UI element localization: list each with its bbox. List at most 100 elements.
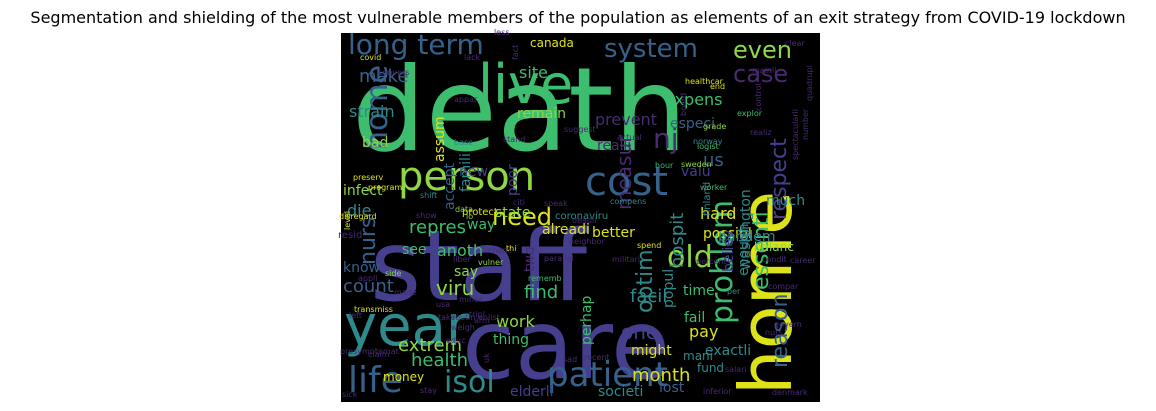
cloud-word: mani: [683, 349, 713, 363]
cloud-word: protect: [462, 207, 498, 218]
cloud-word: per: [727, 287, 741, 296]
cloud-word: covid: [360, 53, 381, 62]
cloud-word: end: [710, 82, 725, 91]
cloud-word: parallel: [544, 254, 574, 263]
cloud-word: realli: [597, 138, 631, 154]
cloud-word: number: [801, 108, 810, 140]
cloud-word: year: [344, 294, 470, 359]
cloud-word: convers: [378, 68, 409, 77]
cloud-word: sweden: [681, 160, 712, 169]
cloud-word: fund: [697, 361, 724, 375]
cloud-word: nurs: [765, 328, 783, 337]
cloud-word: societi: [598, 384, 643, 400]
cloud-word: presymptomat: [340, 347, 399, 356]
cloud-word: facil: [630, 286, 667, 307]
cloud-word: control: [754, 83, 763, 111]
cloud-word: salari: [725, 365, 747, 374]
cloud-word: even: [733, 36, 792, 64]
cloud-word: repres: [409, 217, 466, 238]
cloud-word: tripl: [469, 310, 485, 319]
cloud-word: worker: [700, 183, 728, 192]
cloud-word: arm: [474, 316, 490, 325]
cloud-word: vulner: [478, 258, 504, 267]
cloud-word: remain: [517, 106, 566, 122]
cloud-word: strain: [349, 102, 395, 121]
cloud-word: anoth: [437, 241, 483, 260]
cloud-word: transmiss: [354, 305, 393, 314]
cloud-word: norway: [693, 137, 723, 146]
cloud-word: state: [495, 205, 530, 221]
cloud-word: live: [478, 53, 573, 116]
cloud-word: clear: [785, 39, 805, 48]
cloud-word: valu: [681, 164, 711, 180]
cloud-word: work: [496, 312, 535, 331]
cloud-word: elderli: [510, 384, 554, 400]
cloud-word: inferior: [703, 387, 732, 396]
cloud-word: us: [703, 150, 724, 171]
cloud-word: show: [416, 211, 437, 220]
cloud-word: enlist: [478, 313, 500, 322]
cloud-word: person: [398, 154, 535, 200]
cloud-word: speak: [544, 199, 568, 208]
cloud-word: chanc: [488, 246, 512, 255]
cloud-word: time: [683, 283, 715, 299]
cloud-word: lost: [659, 380, 685, 396]
cloud-word: stand: [503, 135, 525, 144]
cloud-word: perhap: [579, 296, 595, 345]
cloud-word: made: [394, 288, 417, 297]
cloud-word: nj: [653, 122, 679, 155]
cloud-word: two: [522, 246, 538, 272]
cloud-word: appar: [454, 95, 478, 104]
cloud-word: less: [494, 28, 509, 37]
cloud-word: alreadi: [542, 222, 590, 238]
cloud-word: claim: [368, 350, 390, 359]
cloud-word: better: [592, 225, 635, 241]
cloud-word: enough: [736, 223, 752, 276]
cloud-word: spend: [637, 241, 661, 250]
cloud-word: recent: [584, 353, 610, 362]
cloud-word: case: [733, 60, 788, 88]
cloud-word: sad: [563, 355, 577, 364]
cloud-word: take: [438, 313, 455, 322]
cloud-word: measur: [612, 134, 636, 210]
cloud-word: govern: [774, 320, 802, 329]
cloud-word: care: [462, 289, 670, 401]
cloud-word: prevent: [595, 110, 657, 129]
cloud-word: disregard: [339, 212, 377, 221]
cloud-word: base: [454, 138, 473, 147]
cloud-word: explor: [737, 109, 763, 118]
cloud-word: way: [467, 217, 495, 233]
cloud-word: washington: [738, 189, 754, 270]
cloud-word: essenti: [749, 211, 774, 290]
cloud-word: nurs: [356, 217, 381, 265]
cloud-word: new: [459, 164, 488, 180]
cloud-word: lo: [466, 212, 473, 221]
cloud-word: liber: [453, 255, 471, 264]
cloud-word: logist: [697, 142, 719, 151]
cloud-word: deadli: [572, 216, 596, 225]
cloud-word: patient: [547, 355, 668, 395]
cloud-word: pay: [689, 322, 718, 341]
cloud-word: say: [454, 264, 478, 280]
cloud-word: life: [348, 360, 403, 401]
cloud-word: cost: [585, 159, 668, 205]
cloud-word: preserv: [353, 173, 383, 182]
cloud-word: especi: [670, 116, 715, 132]
cloud-word: find: [524, 282, 558, 303]
figure-title: Segmentation and shielding of the most v…: [30, 8, 1126, 27]
cloud-word: optim: [633, 249, 658, 313]
cloud-word: home: [724, 191, 808, 395]
cloud-word: famili: [458, 153, 474, 192]
cloud-word: one: [621, 320, 658, 344]
cloud-word: isol: [444, 365, 495, 400]
cloud-word: militari: [612, 255, 640, 264]
cloud-word: health: [411, 350, 468, 371]
cloud-word: minor: [459, 295, 483, 304]
cloud-word: make: [359, 66, 408, 87]
cloud-word: rememb: [528, 274, 562, 283]
cloud-word: grade: [703, 122, 726, 131]
cloud-word: compens: [610, 197, 646, 206]
cloud-word: bad: [362, 135, 388, 151]
cloud-word: spectacularli: [791, 109, 800, 160]
cloud-word: healthcar: [685, 77, 724, 86]
